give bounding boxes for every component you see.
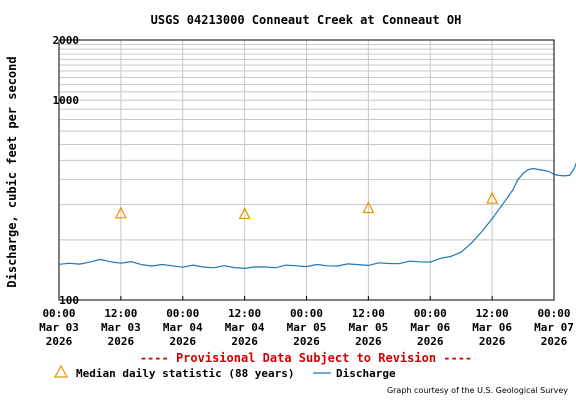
x-tick-label: Mar 07 — [534, 321, 574, 334]
median-point — [486, 191, 499, 204]
x-tick-label: 2026 — [417, 335, 444, 348]
x-tick-label: Mar 06 — [410, 321, 450, 334]
x-tick-label: Mar 04 — [225, 321, 265, 334]
x-tick-label: Mar 04 — [163, 321, 203, 334]
x-tick-label: 12:00 — [104, 307, 137, 320]
x-tick-label: 2026 — [479, 335, 506, 348]
x-tick-label: 2026 — [541, 335, 568, 348]
median-point — [238, 207, 251, 220]
y-tick-label: 2000 — [53, 34, 80, 47]
x-tick-label: 2026 — [355, 335, 382, 348]
x-tick-label: 2026 — [46, 335, 73, 348]
y-tick-label: 1000 — [53, 94, 80, 107]
median-point — [362, 201, 375, 214]
legend-discharge-label: Discharge — [336, 367, 396, 380]
x-tick-label: 12:00 — [228, 307, 261, 320]
median-point — [114, 206, 127, 219]
x-tick-label: 12:00 — [476, 307, 509, 320]
x-tick-label: 00:00 — [166, 307, 199, 320]
x-tick-label: 12:00 — [352, 307, 385, 320]
x-tick-label: Mar 05 — [287, 321, 327, 334]
y-axis-label: Discharge, cubic feet per second — [5, 56, 19, 287]
x-tick-label: 00:00 — [290, 307, 323, 320]
legend-median-triangle-icon — [53, 364, 69, 378]
chart-title: USGS 04213000 Conneaut Creek at Conneaut… — [151, 13, 462, 27]
x-tick-label: 00:00 — [537, 307, 570, 320]
grid-lines — [59, 40, 554, 300]
discharge-line — [58, 162, 576, 270]
legend: Median daily statistic (88 years) Discha… — [53, 364, 396, 380]
series-layer — [58, 162, 576, 270]
x-tick-label: 2026 — [170, 335, 197, 348]
y-tick-label: 100 — [59, 294, 79, 307]
x-tick-label: 00:00 — [42, 307, 75, 320]
x-tick-label: 2026 — [293, 335, 320, 348]
y-tick-labels: 100 1000 2000 — [53, 34, 80, 307]
provisional-note: ---- Provisional Data Subject to Revisio… — [140, 351, 472, 365]
x-tick-label: 00:00 — [414, 307, 447, 320]
credit-text: Graph courtesy of the U.S. Geological Su… — [387, 386, 568, 395]
x-tick-label: Mar 03 — [39, 321, 79, 334]
x-tick-label: Mar 03 — [101, 321, 141, 334]
x-tick-label: Mar 05 — [349, 321, 389, 334]
legend-median-label: Median daily statistic (88 years) — [76, 367, 295, 380]
x-tick-label: Mar 06 — [472, 321, 512, 334]
x-tick-label: 2026 — [108, 335, 135, 348]
x-tick-label: 2026 — [231, 335, 258, 348]
